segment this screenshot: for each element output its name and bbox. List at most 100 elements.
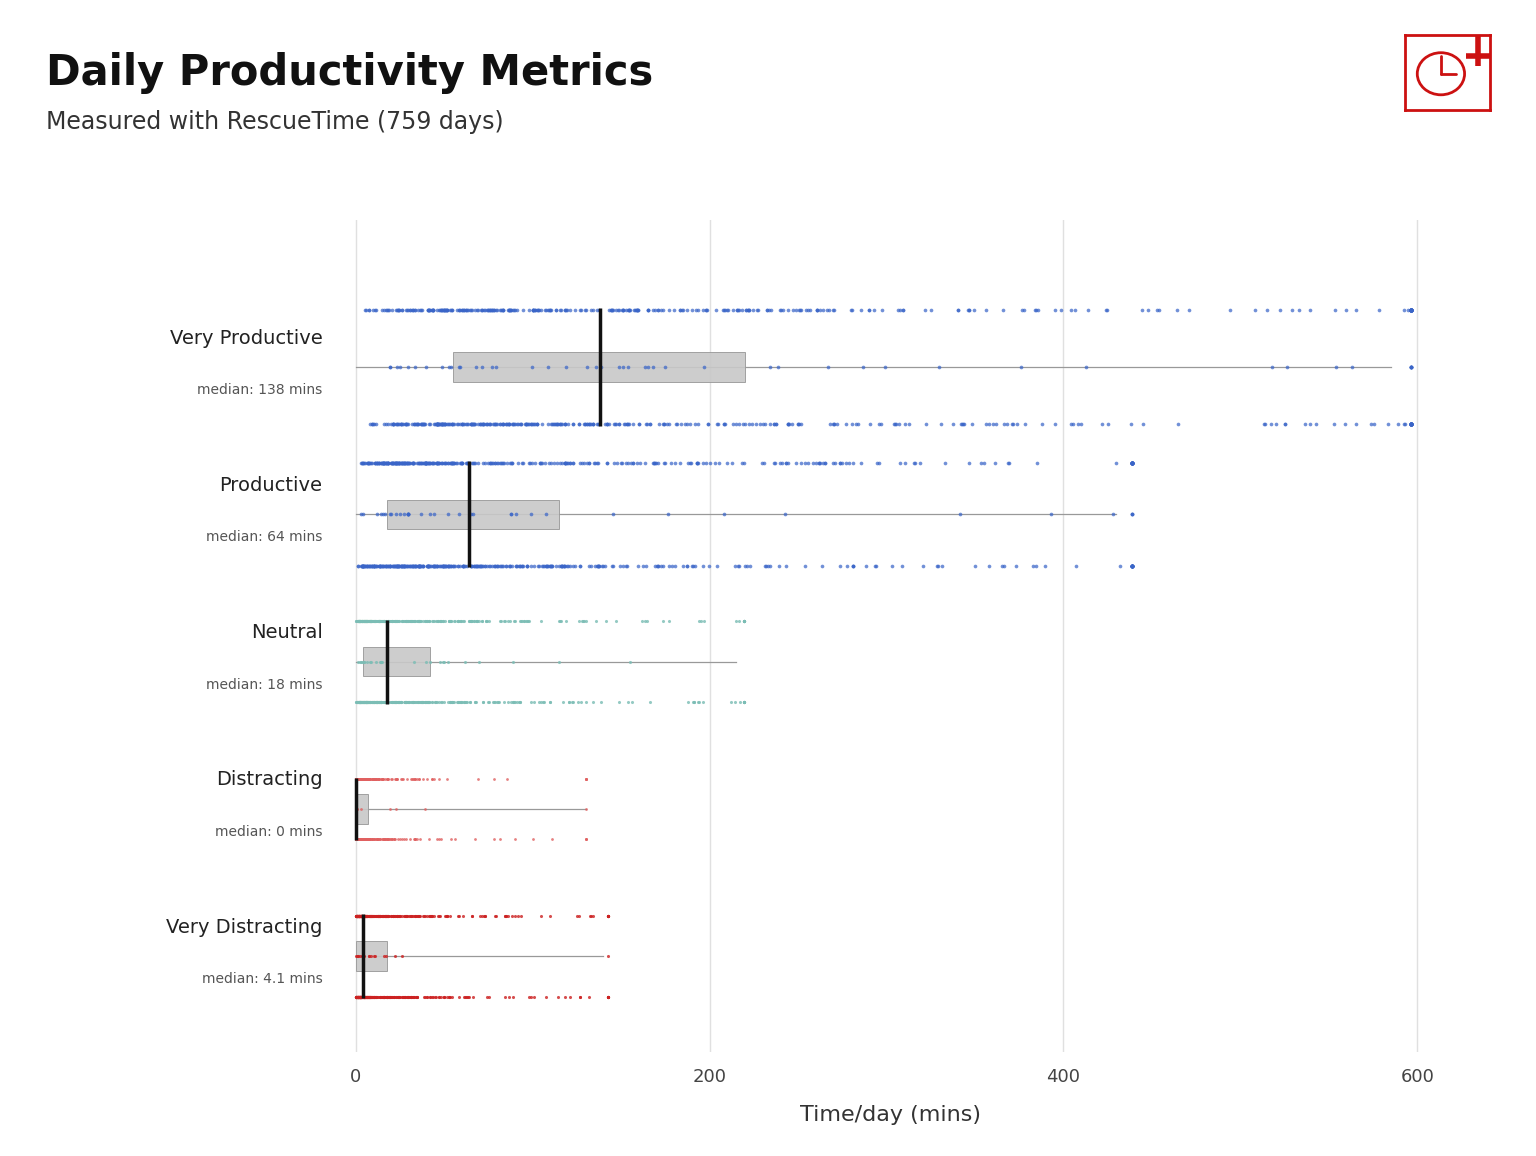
- Point: [398, 556, 422, 575]
- Point: [344, 770, 369, 788]
- Point: [1120, 453, 1144, 472]
- Point: [421, 692, 445, 711]
- Point: [447, 505, 472, 524]
- Point: [384, 906, 409, 925]
- Point: [344, 830, 369, 849]
- Point: [350, 612, 375, 630]
- Point: [393, 906, 418, 925]
- Point: [384, 692, 409, 711]
- Point: [624, 301, 648, 319]
- Point: [347, 830, 372, 849]
- Point: [344, 770, 369, 788]
- Point: [548, 612, 573, 630]
- Point: [344, 770, 369, 788]
- Point: [401, 692, 425, 711]
- Point: [429, 301, 453, 319]
- Point: [650, 301, 674, 319]
- Point: [362, 612, 387, 630]
- Point: [344, 770, 369, 788]
- Point: [366, 453, 390, 472]
- Point: [401, 612, 425, 630]
- Point: [349, 830, 373, 849]
- Point: [347, 692, 372, 711]
- Point: [349, 987, 373, 1006]
- Point: [361, 612, 386, 630]
- Point: [356, 770, 381, 788]
- Point: [355, 906, 379, 925]
- Point: [574, 415, 599, 434]
- Point: [465, 612, 490, 630]
- Point: [429, 692, 453, 711]
- Point: [362, 987, 387, 1006]
- Point: [404, 556, 429, 575]
- Point: [358, 692, 382, 711]
- Point: [352, 987, 376, 1006]
- Point: [353, 692, 378, 711]
- Point: [745, 301, 770, 319]
- Point: [344, 770, 369, 788]
- Point: [350, 453, 375, 472]
- Point: [1399, 357, 1424, 376]
- Point: [585, 556, 610, 575]
- Point: [389, 770, 413, 788]
- Point: [350, 556, 375, 575]
- Point: [837, 453, 862, 472]
- Point: [439, 692, 464, 711]
- Point: [687, 301, 711, 319]
- Point: [355, 612, 379, 630]
- Point: [601, 556, 625, 575]
- Point: [449, 612, 473, 630]
- Point: [349, 906, 373, 925]
- Point: [401, 692, 425, 711]
- Point: [436, 652, 461, 670]
- Point: [731, 612, 756, 630]
- Point: [344, 770, 369, 788]
- Point: [344, 770, 369, 788]
- Point: [344, 770, 369, 788]
- Point: [367, 906, 392, 925]
- Point: [356, 692, 381, 711]
- Point: [382, 556, 407, 575]
- Point: [453, 453, 478, 472]
- Point: [379, 830, 404, 849]
- Point: [731, 612, 756, 630]
- Point: [344, 770, 369, 788]
- Point: [366, 906, 390, 925]
- Point: [344, 770, 369, 788]
- Point: [346, 770, 370, 788]
- Point: [361, 612, 386, 630]
- Text: Very Distracting: Very Distracting: [166, 918, 323, 936]
- Point: [356, 987, 381, 1006]
- Point: [1166, 415, 1190, 434]
- Point: [1399, 415, 1424, 434]
- Point: [355, 692, 379, 711]
- Point: [349, 906, 373, 925]
- Point: [445, 556, 470, 575]
- Point: [355, 987, 379, 1006]
- Point: [542, 415, 567, 434]
- Point: [347, 987, 372, 1006]
- Point: [352, 692, 376, 711]
- Point: [349, 770, 373, 788]
- Point: [359, 612, 384, 630]
- Point: [422, 692, 447, 711]
- Point: [429, 415, 453, 434]
- Point: [468, 556, 493, 575]
- Point: [350, 906, 375, 925]
- Point: [395, 301, 419, 319]
- Point: [379, 987, 404, 1006]
- Point: [425, 612, 450, 630]
- Point: [418, 453, 442, 472]
- Point: [441, 453, 465, 472]
- Point: [393, 415, 418, 434]
- Point: [369, 652, 393, 670]
- Point: [349, 830, 373, 849]
- Point: [382, 453, 407, 472]
- Point: [596, 987, 621, 1006]
- Point: [395, 906, 419, 925]
- Point: [392, 612, 416, 630]
- Point: [373, 987, 398, 1006]
- Point: [344, 770, 369, 788]
- Point: [515, 612, 539, 630]
- Point: [355, 612, 379, 630]
